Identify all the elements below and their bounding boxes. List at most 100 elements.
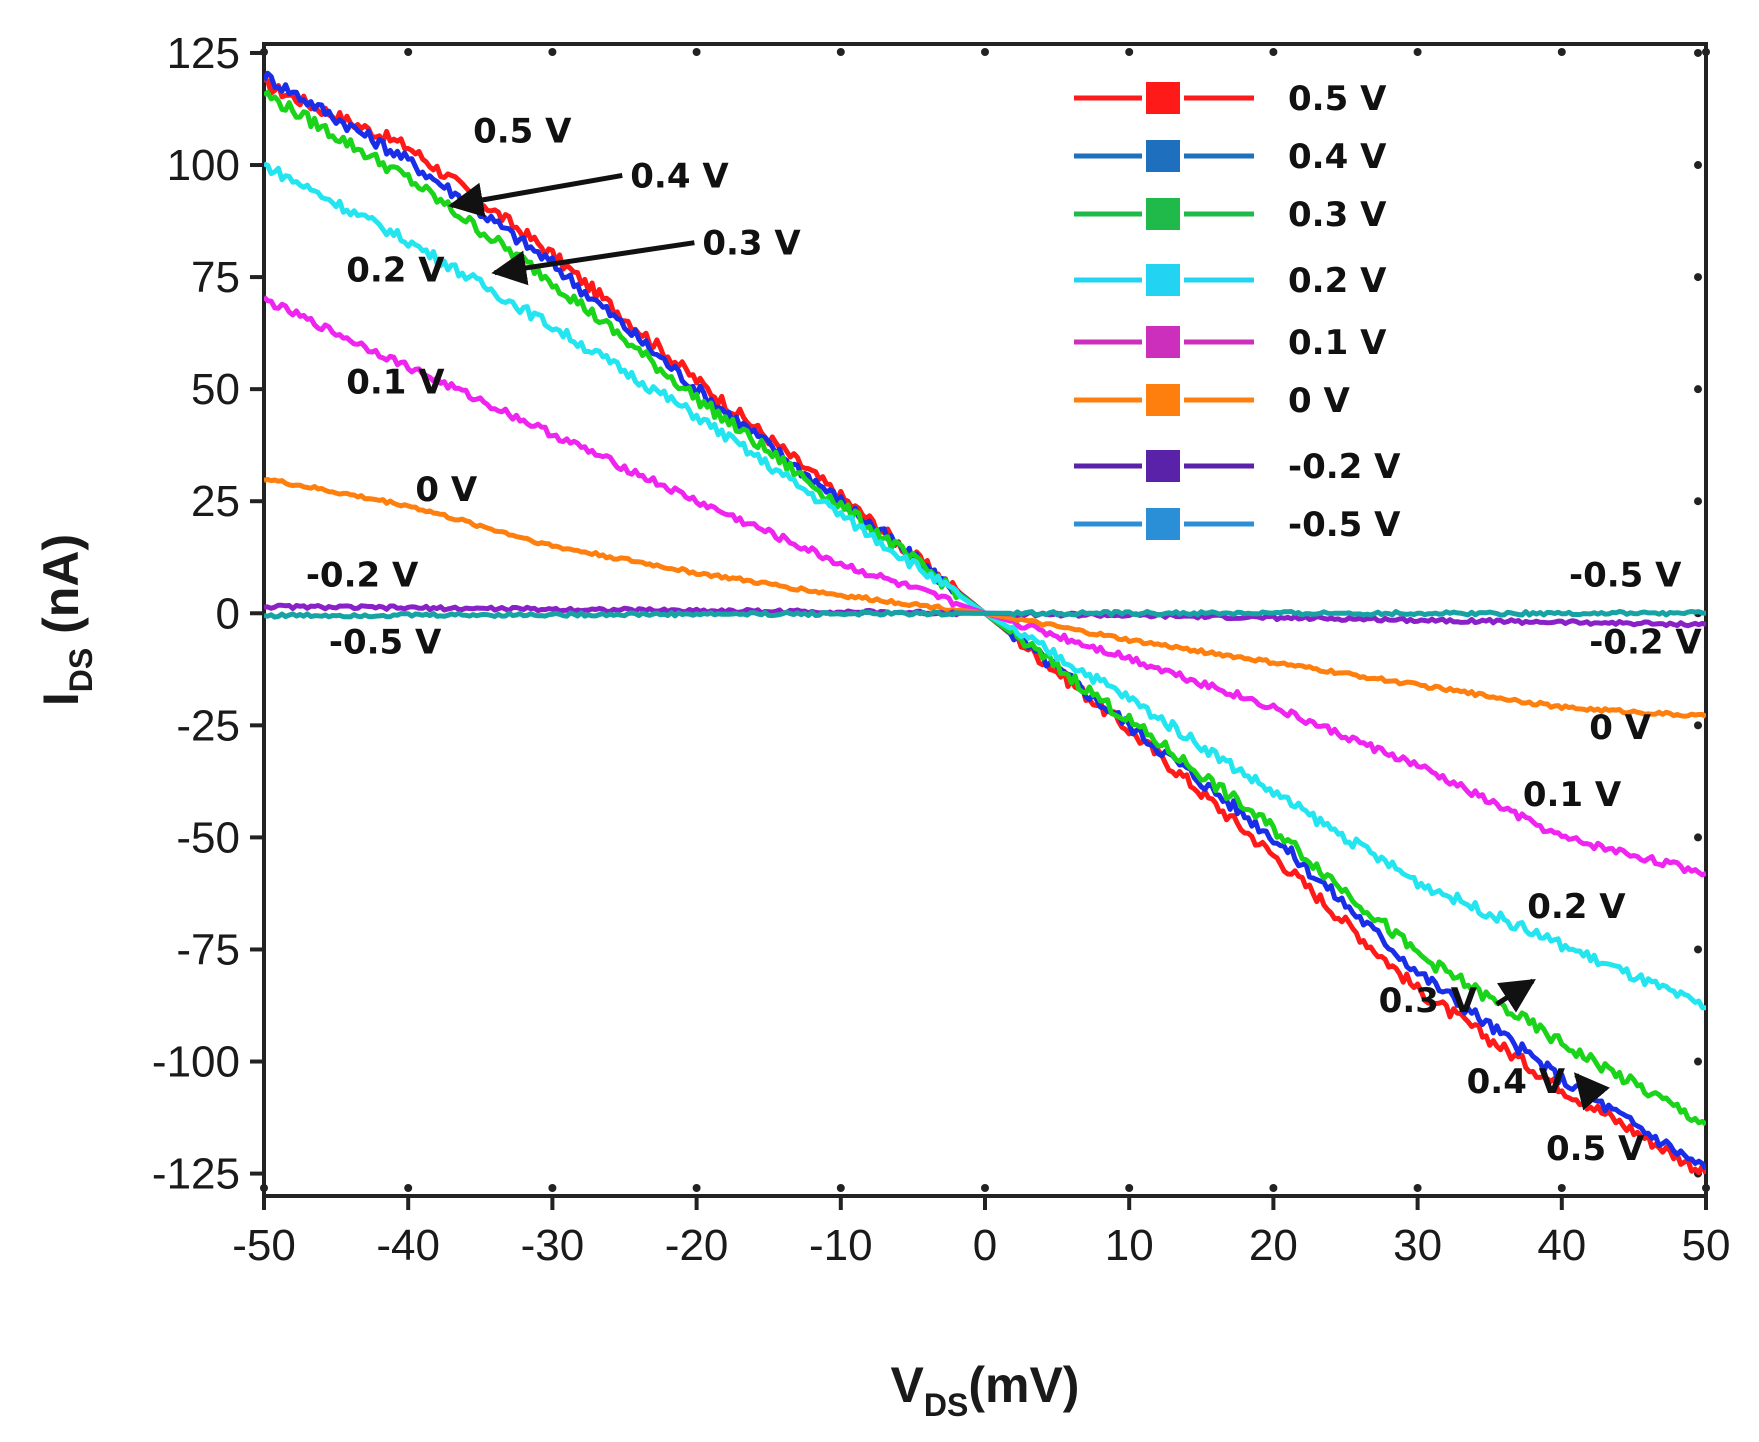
legend-label: 0.1 V bbox=[1288, 323, 1387, 363]
annotation-layer: 0.5 V 0.4 V 0.3 V 0.2 V 0.1 V 0 V -0.2 V -0.5 V… bbox=[306, 112, 1703, 1170]
x-tick-dot-top bbox=[548, 48, 557, 56]
annotation-label: 0.4 V bbox=[630, 156, 729, 196]
annotation-label: 0.1 V bbox=[1523, 775, 1622, 815]
series-line-7 bbox=[264, 609, 1706, 620]
legend-marker bbox=[1142, 446, 1184, 486]
y-tick-label: 0 bbox=[216, 589, 240, 638]
y-tick-label: 125 bbox=[167, 29, 240, 78]
legend-marker bbox=[1142, 260, 1184, 300]
x-tick-label: 20 bbox=[1249, 1221, 1298, 1270]
x-tick-label: -20 bbox=[665, 1221, 729, 1270]
series-line-4 bbox=[264, 295, 1706, 878]
y-tick-label: -125 bbox=[152, 1150, 240, 1199]
y-tick-label: -100 bbox=[152, 1038, 240, 1087]
x-tick-label: 50 bbox=[1682, 1221, 1731, 1270]
legend-label: 0.4 V bbox=[1288, 137, 1387, 177]
y-tick-dot-right bbox=[1694, 721, 1702, 730]
x-tick-label: 30 bbox=[1393, 1221, 1442, 1270]
x-tick-dot-top bbox=[1269, 48, 1278, 56]
x-tick-dot-bottom bbox=[836, 1184, 845, 1192]
x-tick-label: 40 bbox=[1537, 1221, 1586, 1270]
y-tick-dot-right bbox=[1694, 833, 1702, 842]
legend-marker bbox=[1142, 504, 1184, 544]
x-axis: -50 -40 -30 -20 -10 0 10 20 30 40 50 bbox=[232, 48, 1730, 1270]
y-tick-dot-right bbox=[1694, 48, 1702, 57]
annotation-label: 0 V bbox=[1589, 708, 1651, 748]
legend-label: 0.5 V bbox=[1288, 79, 1387, 119]
x-tick-label: -30 bbox=[521, 1221, 585, 1270]
x-tick-label: 0 bbox=[973, 1221, 997, 1270]
y-tick-dot-right bbox=[1694, 161, 1702, 170]
annotation-arrow bbox=[448, 172, 623, 218]
x-tick-dot-top bbox=[1125, 48, 1134, 56]
x-tick-dot-top bbox=[836, 48, 845, 56]
legend-marker bbox=[1142, 322, 1184, 362]
annotation-label: -0.2 V bbox=[1589, 623, 1702, 663]
x-tick-dot-top bbox=[404, 48, 413, 56]
x-tick-label: 10 bbox=[1105, 1221, 1154, 1270]
legend-label: 0.2 V bbox=[1288, 261, 1387, 301]
x-tick-dot-bottom bbox=[1269, 1184, 1278, 1192]
x-tick-dot-top bbox=[1413, 48, 1422, 56]
x-tick-dot-bottom bbox=[981, 1184, 989, 1192]
y-tick-label: -75 bbox=[176, 925, 240, 974]
x-tick-label: -50 bbox=[232, 1221, 296, 1270]
annotation-label: 0 V bbox=[415, 470, 477, 510]
x-tick-dot-bottom bbox=[548, 1184, 557, 1192]
legend-marker bbox=[1142, 136, 1184, 176]
y-tick-label: 75 bbox=[191, 253, 240, 302]
x-tick-label: -10 bbox=[809, 1221, 873, 1270]
annotation-label: 0.5 V bbox=[473, 112, 572, 152]
y-tick-label: 50 bbox=[191, 365, 240, 414]
annotation-arrow bbox=[491, 240, 695, 286]
y-axis-title: IDS (nA) bbox=[33, 534, 99, 706]
y-tick-dot-right bbox=[1694, 945, 1702, 954]
y-tick-dot-right bbox=[1694, 1057, 1702, 1066]
annotation-label: -0.5 V bbox=[329, 623, 442, 663]
legend-label: -0.2 V bbox=[1288, 447, 1401, 487]
annotation-arrow bbox=[1573, 1072, 1610, 1111]
x-tick-dot-bottom bbox=[1557, 1184, 1566, 1192]
annotation-label: 0.2 V bbox=[346, 251, 445, 291]
x-tick-dot-top bbox=[981, 48, 989, 56]
x-tick-dot-bottom bbox=[1125, 1184, 1134, 1192]
legend-marker bbox=[1142, 380, 1184, 420]
x-tick-dot-bottom bbox=[404, 1184, 413, 1192]
legend-marker bbox=[1142, 194, 1184, 234]
series-line-5 bbox=[264, 477, 1706, 719]
series-line-3 bbox=[264, 161, 1706, 1011]
series-layer bbox=[264, 70, 1706, 1176]
y-tick-label: -25 bbox=[176, 701, 240, 750]
y-tick-label: 100 bbox=[167, 141, 240, 190]
annotation-arrow bbox=[1495, 978, 1536, 1013]
annotation-label: 0.3 V bbox=[702, 224, 801, 264]
legend: 0.5 V 0.4 V 0.3 V 0.2 V 0.1 V 0 V -0.2 V -0.5 V bbox=[1074, 78, 1401, 545]
x-tick-dot-top bbox=[1702, 48, 1710, 56]
x-tick-dot-bottom bbox=[260, 1184, 268, 1192]
legend-marker bbox=[1142, 78, 1184, 118]
x-axis-title: VDS(mV) bbox=[891, 1357, 1080, 1423]
y-tick-dot-right bbox=[1694, 497, 1702, 506]
annotation-label: -0.2 V bbox=[306, 555, 419, 595]
annotation-label: 0.2 V bbox=[1527, 887, 1626, 927]
y-tick-label: 25 bbox=[191, 477, 240, 526]
y-axis: 125 100 75 50 25 0 -25 -50 -75 -100 -125 bbox=[152, 29, 1702, 1199]
annotation-label: 0.5 V bbox=[1546, 1129, 1645, 1169]
legend-label: -0.5 V bbox=[1288, 505, 1401, 545]
x-tick-dot-bottom bbox=[1413, 1184, 1422, 1192]
legend-label: 0.3 V bbox=[1288, 195, 1387, 235]
annotation-label: 0.1 V bbox=[346, 363, 445, 403]
annotation-label: 0.4 V bbox=[1467, 1062, 1566, 1102]
series-line-0 bbox=[264, 77, 1706, 1176]
x-tick-dot-top bbox=[692, 48, 701, 56]
annotation-label: 0.3 V bbox=[1379, 981, 1478, 1021]
x-tick-dot-top bbox=[1557, 48, 1566, 56]
y-tick-dot-right bbox=[1694, 273, 1702, 282]
x-tick-dot-bottom bbox=[1702, 1184, 1710, 1192]
y-tick-dot-right bbox=[1694, 385, 1702, 394]
legend-label: 0 V bbox=[1288, 381, 1350, 421]
annotation-label: -0.5 V bbox=[1569, 555, 1682, 595]
x-tick-dot-bottom bbox=[692, 1184, 701, 1192]
x-tick-label: -40 bbox=[376, 1221, 440, 1270]
